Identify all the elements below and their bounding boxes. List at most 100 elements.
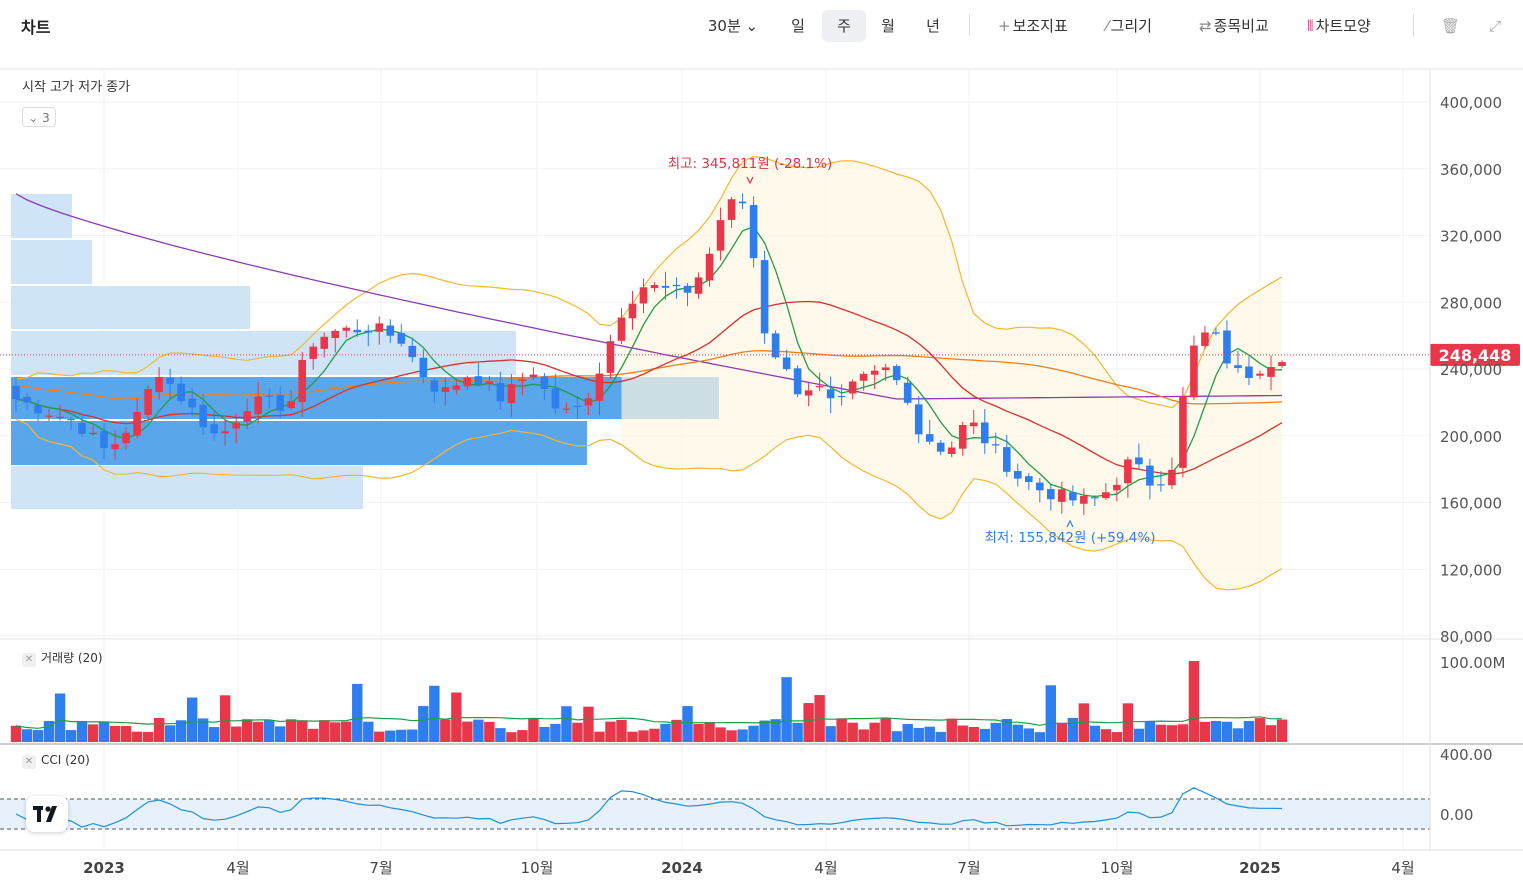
candle-down [177, 383, 185, 402]
candle-up [859, 373, 868, 381]
timeframe-30min-dropdown[interactable]: 30분 ⌄ [700, 10, 766, 42]
volume-bar [1023, 728, 1034, 742]
candle-down [397, 333, 406, 344]
tradingview-logo-icon [33, 806, 57, 822]
candle-up [45, 415, 53, 417]
expand-icon[interactable]: ⤢ [1489, 17, 1502, 35]
ma60-line [15, 350, 1283, 405]
candle-down [474, 376, 483, 385]
timeframe-day[interactable]: 일 [791, 17, 805, 35]
high-annotation: 최고: 345,811원 (-28.1%) [668, 156, 833, 172]
candle-down [782, 357, 791, 370]
compare-button[interactable]: ⇄ 종목비교 [1199, 10, 1269, 42]
pencil-icon: ⁄ [1106, 17, 1109, 35]
volume-bar [803, 703, 814, 742]
candle-up [441, 387, 450, 392]
volume-bar [275, 726, 286, 742]
timeframe-label: 30분 [707, 17, 741, 35]
volume-bar [1001, 718, 1012, 742]
x-axis-tick-label: 10월 [521, 859, 554, 877]
volume-bar [759, 720, 770, 742]
chart-style-label: 차트모양 [1315, 17, 1371, 35]
close-icon[interactable]: ✕ [22, 653, 36, 667]
volume-bar [1155, 724, 1167, 742]
candle-up [243, 411, 251, 422]
candle-up [1201, 332, 1209, 346]
volume-bar [297, 720, 308, 742]
candle-up [254, 396, 262, 415]
candle-up [529, 374, 538, 378]
candle-down [771, 333, 780, 358]
timeframe-month[interactable]: 월 [881, 17, 895, 35]
timeframe-week[interactable]: 주 [822, 10, 866, 42]
candle-down [1245, 366, 1253, 379]
volume-bar [1254, 718, 1266, 742]
candle-up [1179, 396, 1187, 468]
timeframe-year[interactable]: 년 [926, 17, 940, 35]
draw-button[interactable]: ⁄ 그리기 [1106, 10, 1152, 42]
volume-bar [935, 731, 946, 742]
volume-bar [374, 731, 385, 742]
candle-down [573, 405, 582, 407]
candle-up [518, 379, 527, 382]
bollinger-lower-line [15, 418, 1283, 591]
volume-profile-zones [11, 194, 719, 509]
volume-bar [1078, 703, 1090, 742]
candle-down [100, 431, 108, 449]
x-axis-tick-label: 4월 [814, 859, 837, 877]
candle-down [78, 422, 86, 434]
x-axis-tick-label: 4월 [226, 859, 249, 877]
tradingview-logo[interactable] [26, 796, 68, 832]
volume-bar [1045, 685, 1057, 742]
candle-down [419, 357, 428, 378]
y-axis-tick-label: 400,000 [1440, 94, 1502, 112]
candle-up [232, 422, 240, 429]
volume-bar [1122, 703, 1134, 742]
close-icon[interactable]: ✕ [22, 755, 36, 769]
candle-up [650, 285, 659, 289]
candle-down [353, 329, 362, 333]
x-axis-tick-label: 7월 [369, 859, 392, 877]
candle-down [749, 205, 758, 259]
volume-bar [1056, 722, 1068, 742]
volume-bar [715, 727, 726, 742]
volume-bar [1199, 721, 1211, 742]
candle-up [815, 386, 824, 388]
volume-bar [462, 721, 473, 742]
chart-style-button[interactable]: ⦀ 차트모양 [1307, 10, 1371, 42]
candle-down [1047, 489, 1055, 500]
volume-bar [627, 731, 638, 742]
candle-up [1256, 373, 1264, 376]
volume-bar [418, 706, 429, 742]
volume-bar [495, 728, 506, 742]
volume-bar [1188, 661, 1200, 742]
candle-up [617, 317, 626, 341]
candle-up [342, 327, 351, 331]
candle-up [287, 401, 296, 409]
candle-up [89, 432, 97, 435]
indicator-label: 보조지표 [1012, 17, 1068, 35]
candle-up [694, 277, 703, 294]
volume-bar [32, 730, 44, 742]
volume-bar [748, 725, 759, 742]
top-toolbar: 차트 30분 ⌄ 일 주 월 년 + 보조지표 ⁄ 그리기 ⇄ 종목비교 ⦀ 차트모양 … [0, 0, 1523, 48]
candle-up [969, 422, 978, 427]
candle-down [1013, 471, 1022, 479]
candle-up [584, 398, 593, 406]
candle-up [1058, 489, 1066, 502]
indicator-button[interactable]: + 보조지표 [998, 10, 1068, 42]
candle-up [298, 359, 307, 403]
volume-bar [76, 721, 88, 742]
volume-bar [54, 693, 66, 742]
ma5-line [15, 226, 1283, 498]
draw-label: 그리기 [1110, 17, 1152, 35]
chevron-down-icon: ⌄ [745, 17, 759, 35]
candle-down [1157, 484, 1165, 486]
y-axis-tick-label: 160,000 [1440, 495, 1502, 513]
legend-collapse-button[interactable]: ⌄ 3 [22, 107, 56, 127]
volume-bar [770, 719, 781, 742]
candle-down [903, 382, 912, 403]
trash-icon[interactable]: 🗑 [1441, 17, 1461, 35]
candle-up [628, 303, 637, 319]
